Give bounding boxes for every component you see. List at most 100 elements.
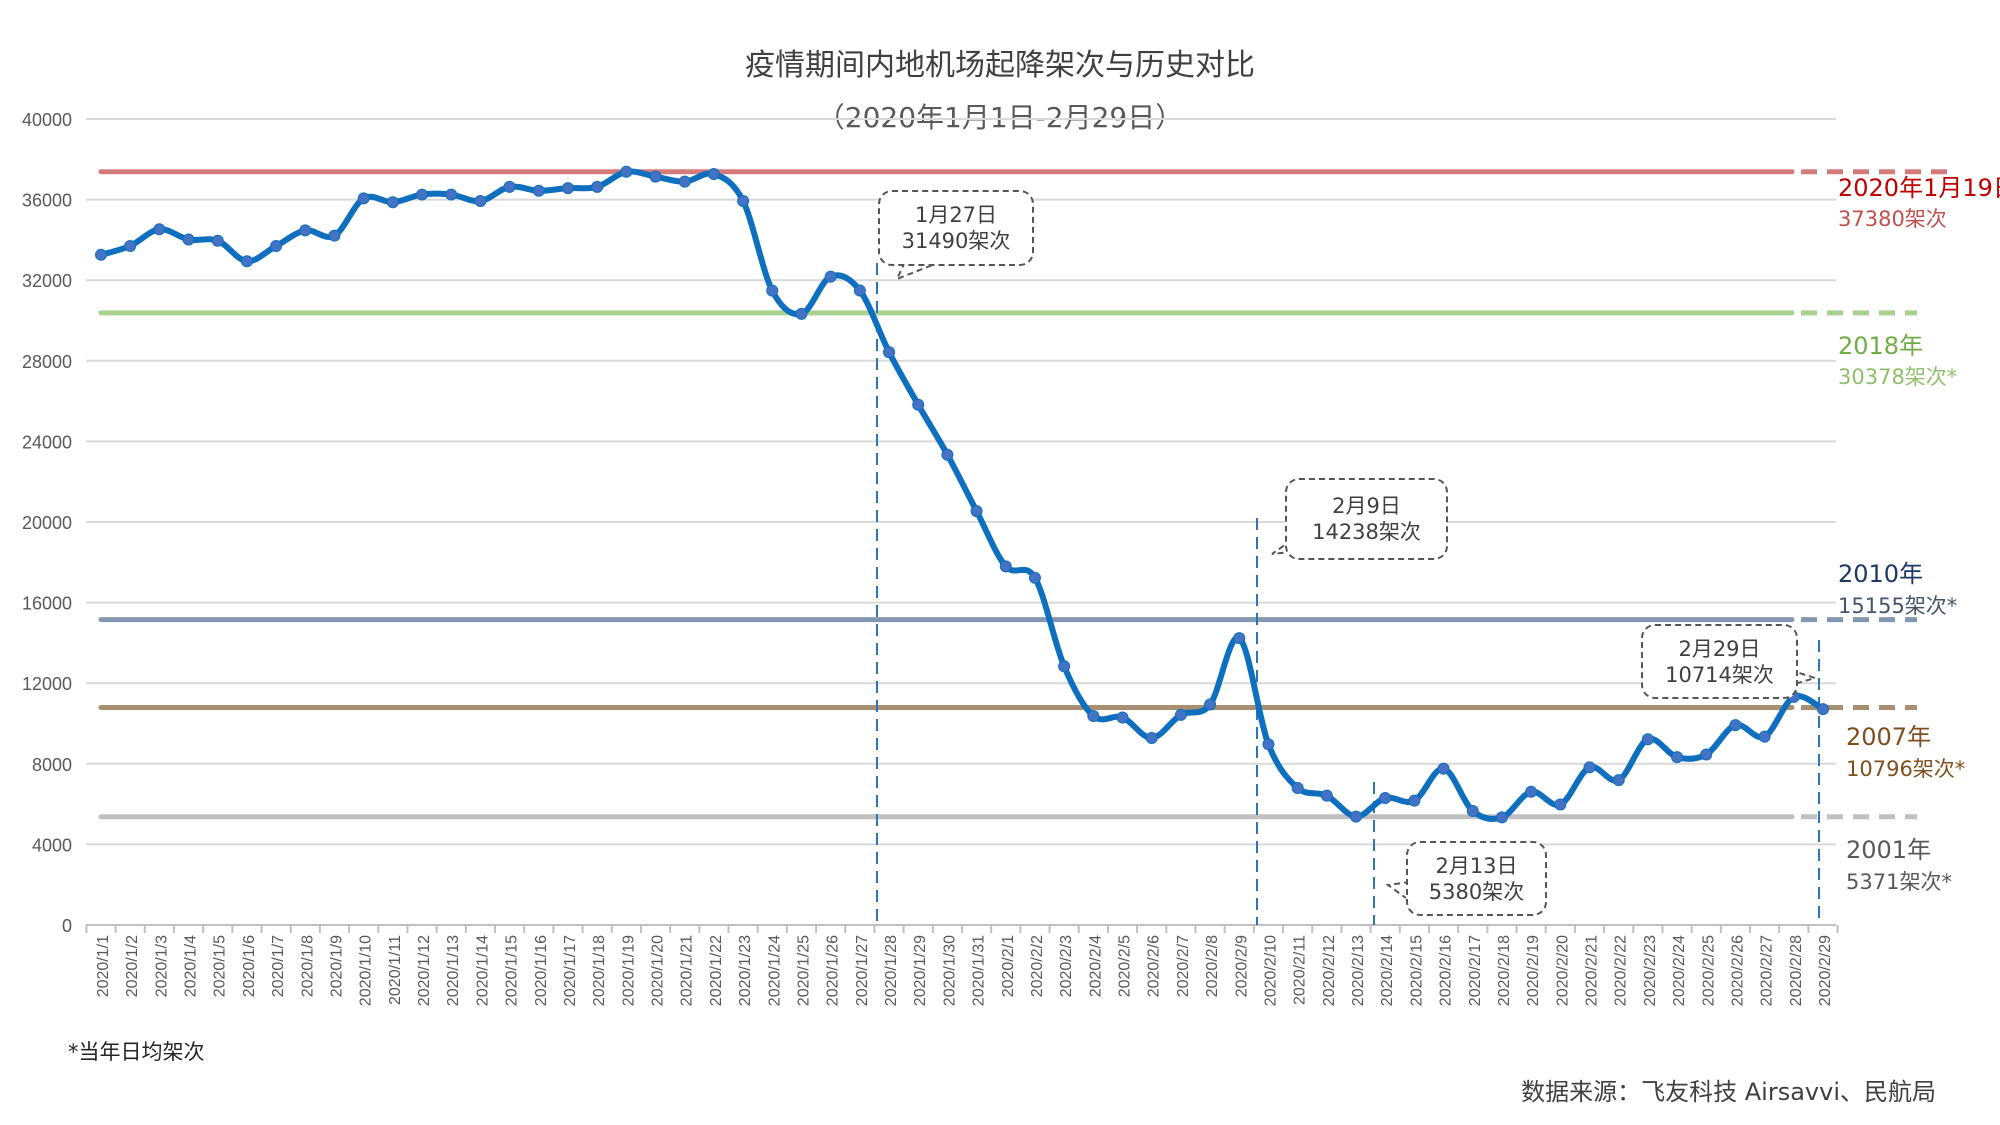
data-point-2020/1/10: [357, 192, 370, 205]
x-tick-label: 2020/2/20: [1554, 935, 1571, 1006]
data-point-2020/2/9: [1233, 632, 1246, 645]
x-tick-label: 2020/2/13: [1350, 935, 1367, 1006]
data-point-2020/1/7: [270, 239, 283, 252]
callout-date: 1月27日: [914, 203, 998, 227]
x-tick-label: 2020/1/18: [591, 935, 608, 1006]
x-tick-label: 2020/1/25: [795, 935, 812, 1006]
data-point-2020/1/2: [124, 239, 137, 252]
data-point-2020/2/23: [1641, 733, 1654, 746]
data-point-2020/1/28: [883, 346, 896, 359]
data-point-2020/1/1: [95, 248, 107, 261]
data-point-2020/2/26: [1729, 719, 1742, 732]
x-tick-label: 2020/1/16: [533, 935, 550, 1006]
data-point-2020/1/19: [620, 165, 633, 178]
x-tick-label: 2020/1/29: [912, 935, 929, 1006]
data-point-2020/1/31: [970, 505, 983, 518]
callout-value: 5380架次: [1428, 879, 1525, 904]
ref-label-2: 2010年: [1838, 560, 1924, 588]
data-point-2020/1/22: [707, 168, 720, 181]
x-tick-label: 2020/2/9: [1233, 935, 1250, 997]
x-tick-label: 2020/1/13: [445, 935, 462, 1006]
data-point-2020/2/7: [1174, 708, 1187, 721]
data-point-2020/2/17: [1466, 804, 1479, 817]
x-tick-label: 2020/1/19: [620, 935, 637, 1006]
x-tick-label: 2020/2/29: [1817, 935, 1834, 1006]
x-tick-label: 2020/1/9: [328, 935, 345, 997]
data-point-2020/2/8: [1204, 698, 1217, 711]
x-tick-label: 2020/1/7: [270, 935, 287, 997]
x-tick-label: 2020/2/4: [1087, 935, 1104, 997]
x-tick-label: 2020/1/11: [387, 935, 404, 1005]
data-point-2020/1/8: [299, 224, 312, 237]
x-tick-label: 2020/1/23: [737, 935, 754, 1006]
callout-date: 2月29日: [1678, 636, 1761, 661]
x-tick-label: 2020/2/19: [1525, 935, 1542, 1006]
y-tick-label: 8000: [32, 755, 72, 775]
ref-value-2: 15155架次*: [1838, 594, 1958, 618]
chart-subtitle: （2020年1月1日-2月29日）: [816, 101, 1184, 134]
data-point-2020/1/12: [416, 188, 429, 201]
data-point-2020/1/15: [503, 180, 516, 193]
x-tick-label: 2020/1/3: [153, 935, 170, 997]
data-point-2020/1/5: [211, 234, 224, 247]
callout-value: 10714架次: [1665, 662, 1774, 687]
ref-value-3: 10796架次*: [1846, 757, 1966, 781]
x-tick-label: 2020/1/15: [504, 935, 521, 1006]
data-point-2020/1/3: [153, 223, 166, 236]
x-tick-label: 2020/1/10: [358, 935, 375, 1006]
x-tick-label: 2020/1/30: [941, 935, 958, 1006]
x-tick-label: 2020/1/1: [95, 935, 112, 997]
x-tick-label: 2020/2/6: [1146, 935, 1163, 997]
ref-value-4: 5371架次*: [1846, 870, 1952, 894]
x-tick-label: 2020/2/21: [1584, 935, 1601, 1006]
x-tick-label: 2020/2/1: [1000, 935, 1017, 997]
data-point-2020/2/10: [1262, 738, 1275, 751]
ref-value-1: 30378架次*: [1838, 365, 1958, 389]
data-point-2020/1/30: [941, 448, 954, 461]
chart-title: 疫情期间内地机场起降架次与历史对比: [745, 48, 1255, 83]
data-point-2020/1/24: [766, 284, 779, 297]
x-tick-label: 2020/2/28: [1788, 935, 1805, 1006]
y-tick-label: 16000: [22, 594, 72, 614]
callout-feb29: 2月29日 10714架次: [1641, 624, 1798, 699]
y-tick-label: 28000: [22, 352, 72, 372]
ref-label-4: 2001年: [1846, 836, 1932, 864]
callout-date: 2月13日: [1435, 853, 1518, 878]
data-point-2020/2/19: [1525, 785, 1538, 798]
x-tick-label: 2020/2/22: [1613, 935, 1630, 1006]
x-tick-label: 2020/1/17: [562, 935, 579, 1006]
ref-label-1: 2018年: [1838, 332, 1924, 360]
data-point-2020/1/27: [853, 284, 866, 297]
x-tick-label: 2020/1/14: [474, 935, 491, 1006]
x-tick-label: 2020/2/26: [1729, 935, 1746, 1006]
x-tick-label: 2020/1/12: [416, 935, 433, 1006]
y-tick-label: 4000: [32, 835, 72, 855]
data-point-2020/2/22: [1612, 774, 1625, 787]
x-tick-label: 2020/1/6: [241, 935, 258, 997]
x-tick-label: 2020/2/17: [1467, 935, 1484, 1006]
y-tick-label: 36000: [22, 191, 72, 211]
data-point-2020/2/11: [1291, 781, 1304, 794]
x-tick-label: 2020/2/8: [1204, 935, 1221, 997]
data-point-2020/2/2: [1028, 571, 1041, 584]
data-point-2020/1/23: [737, 195, 750, 208]
x-tick-label: 2020/1/4: [183, 935, 200, 997]
x-tick-label: 2020/1/28: [883, 935, 900, 1006]
y-tick-label: 20000: [22, 513, 72, 533]
x-tick-label: 2020/1/24: [766, 935, 783, 1006]
data-point-2020/2/18: [1495, 811, 1508, 824]
y-tick-label: 0: [62, 916, 72, 936]
x-tick-label: 2020/2/16: [1438, 935, 1455, 1006]
x-tick-label: 2020/2/14: [1379, 935, 1396, 1006]
callout-date: 2月9日: [1332, 494, 1401, 518]
ref-value-0: 37380架次: [1838, 207, 1947, 231]
source-note: 数据来源：飞友科技 Airsavvi、民航局: [1521, 1078, 1936, 1106]
data-point-2020/1/11: [386, 196, 399, 209]
x-tick-label: 2020/1/21: [679, 935, 696, 1006]
data-point-2020/1/16: [532, 184, 545, 197]
data-point-2020/1/21: [678, 175, 691, 188]
callout-tail-2: [1385, 881, 1411, 899]
x-tick-label: 2020/2/10: [1262, 935, 1279, 1006]
